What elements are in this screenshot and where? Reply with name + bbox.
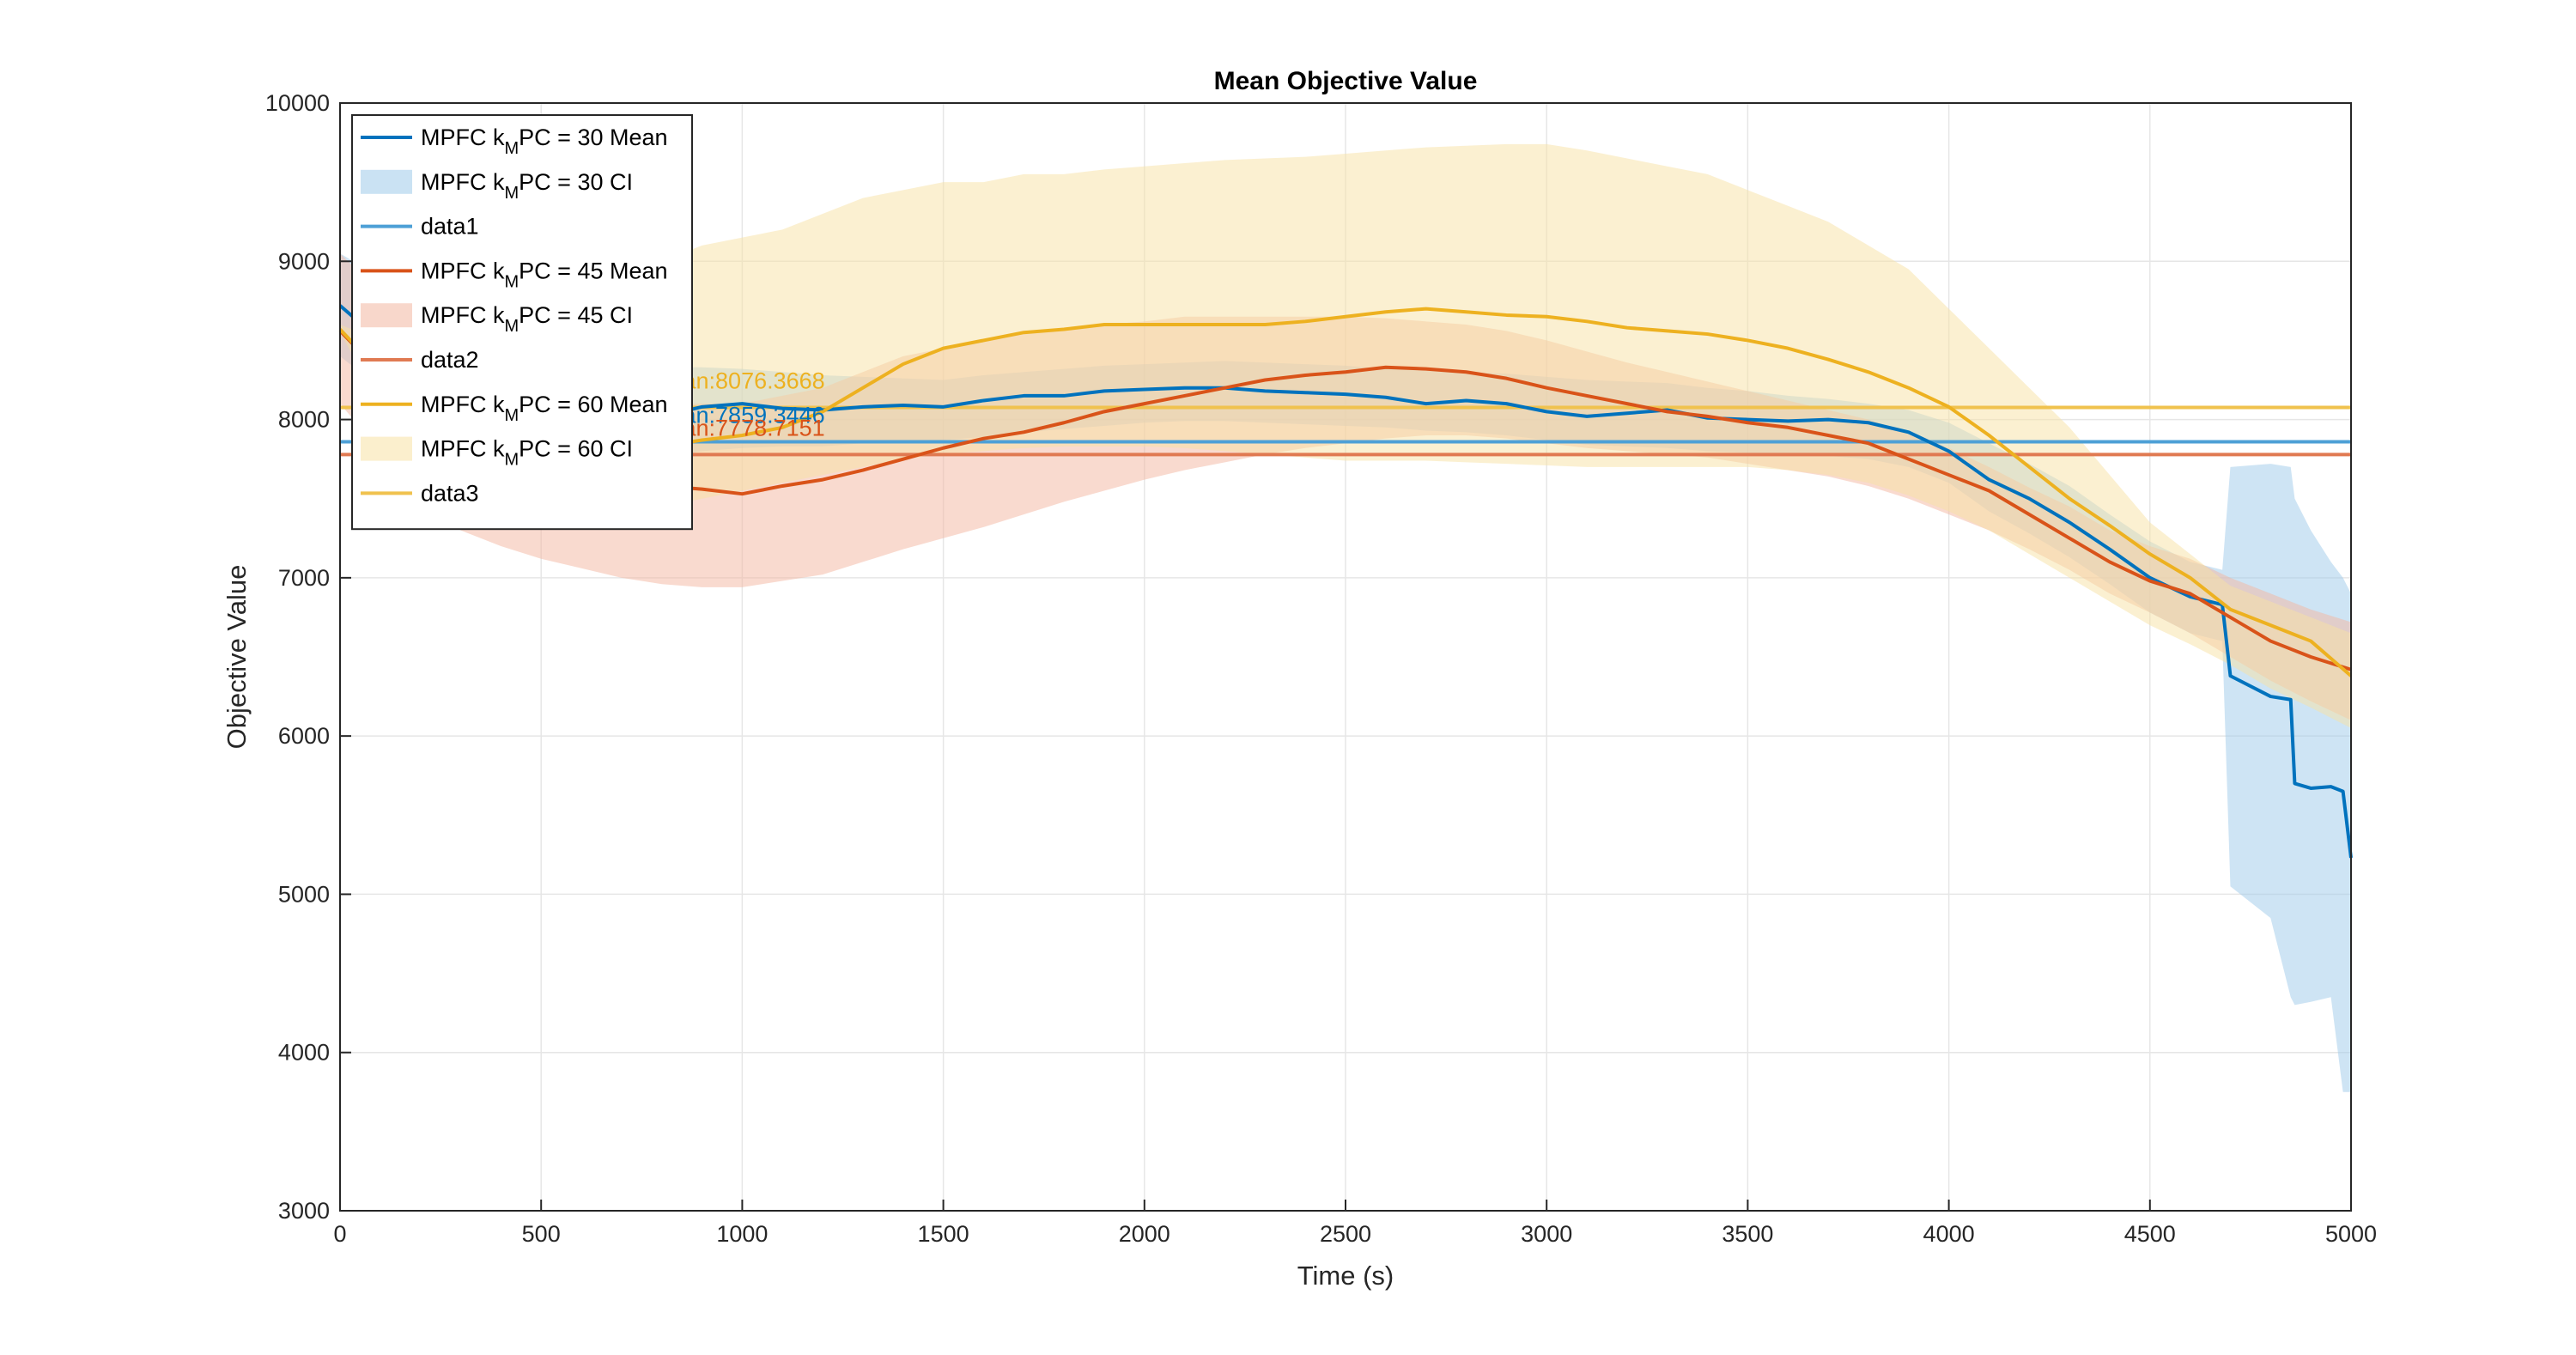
x-tick-label: 4500 — [2124, 1221, 2176, 1247]
x-tick-label: 500 — [522, 1221, 561, 1247]
y-tick-label: 10000 — [265, 90, 330, 116]
ci-band-series-2 — [340, 143, 2351, 728]
x-tick-label: 3500 — [1722, 1221, 1773, 1247]
x-tick-label: 3000 — [1521, 1221, 1572, 1247]
legend-entry-text: MPFC kMPC = 60 CI — [421, 436, 633, 470]
legend-band-swatch — [361, 169, 412, 194]
chart-title: Mean Objective Value — [1214, 67, 1478, 95]
x-tick-label: 1500 — [918, 1221, 969, 1247]
x-tick-label: 5000 — [2325, 1221, 2377, 1247]
legend: MPFC kMPC = 30 Mean MPFC kMPC = 30 CI data… — [351, 114, 693, 531]
x-tick-label: 1000 — [716, 1221, 768, 1247]
x-tick-label: 4000 — [1923, 1221, 1975, 1247]
x-tick-label: 2500 — [1320, 1221, 1371, 1247]
y-tick-label: 3000 — [278, 1198, 330, 1224]
x-tick-label: 0 — [333, 1221, 346, 1247]
legend-entry-text: data2 — [421, 347, 479, 373]
y-tick-label: 6000 — [278, 723, 330, 749]
legend-entry-text: MPFC kMPC = 60 Mean — [421, 392, 668, 425]
legend-entry-text: MPFC kMPC = 30 CI — [421, 169, 633, 203]
axis-ticks: 0 500 1000 1500 2000 2500 3000 3500 4000 4500 5000… — [265, 90, 2377, 1247]
y-tick-label: 7000 — [278, 565, 330, 591]
legend-band-swatch — [361, 436, 412, 461]
y-tick-label: 4000 — [278, 1040, 330, 1066]
x-axis-label: Time (s) — [1297, 1261, 1394, 1291]
confidence-bands — [340, 143, 2351, 1092]
x-tick-label: 2000 — [1119, 1221, 1170, 1247]
y-tick-label: 5000 — [278, 881, 330, 907]
legend-entry-text: MPFC kMPC = 30 Mean — [421, 125, 668, 158]
y-tick-label: 8000 — [278, 407, 330, 433]
legend-entry-text: data3 — [421, 480, 479, 506]
legend-entry-text: MPFC kMPC = 45 CI — [421, 302, 633, 336]
y-axis-label: Objective Value — [222, 565, 252, 750]
mean-line-series-0 — [338, 304, 2353, 859]
legend-entry-text: data1 — [421, 214, 479, 240]
y-tick-label: 9000 — [278, 248, 330, 274]
legend-entry-text: MPFC kMPC = 45 Mean — [421, 258, 668, 291]
legend-band-swatch — [361, 303, 412, 328]
